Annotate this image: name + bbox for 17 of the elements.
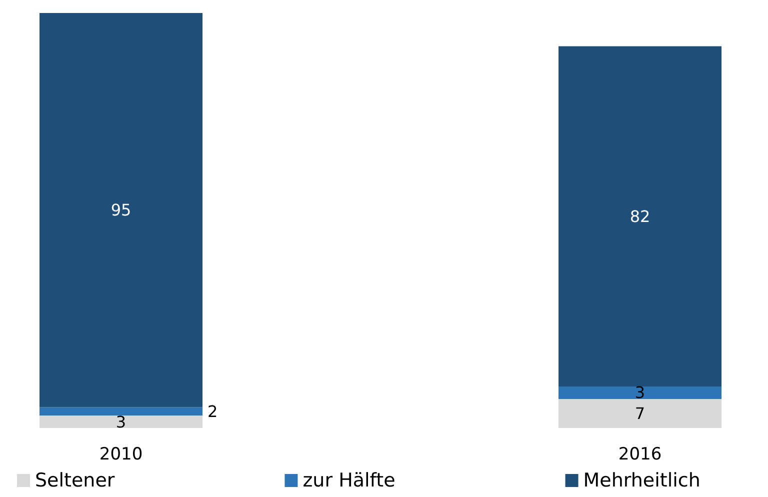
data-label: 7 (634, 404, 646, 423)
bar (558, 46, 722, 386)
data-label: 82 (630, 206, 650, 226)
data-label: 2 (208, 402, 218, 421)
data-label: 3 (634, 383, 646, 402)
data-label: 95 (110, 200, 132, 220)
x-tick-label: 2016 (618, 444, 662, 464)
bar (40, 13, 202, 408)
legend-label: Mehrheitlich (583, 470, 700, 492)
bar (40, 416, 202, 428)
data-label: 3 (116, 412, 126, 432)
legend-label: Seltener (35, 470, 115, 492)
bar (40, 407, 202, 416)
bar (558, 386, 722, 399)
bar (558, 398, 722, 428)
x-tick-label: 2010 (99, 444, 143, 464)
legend-label: zur Hälfte (302, 470, 396, 492)
